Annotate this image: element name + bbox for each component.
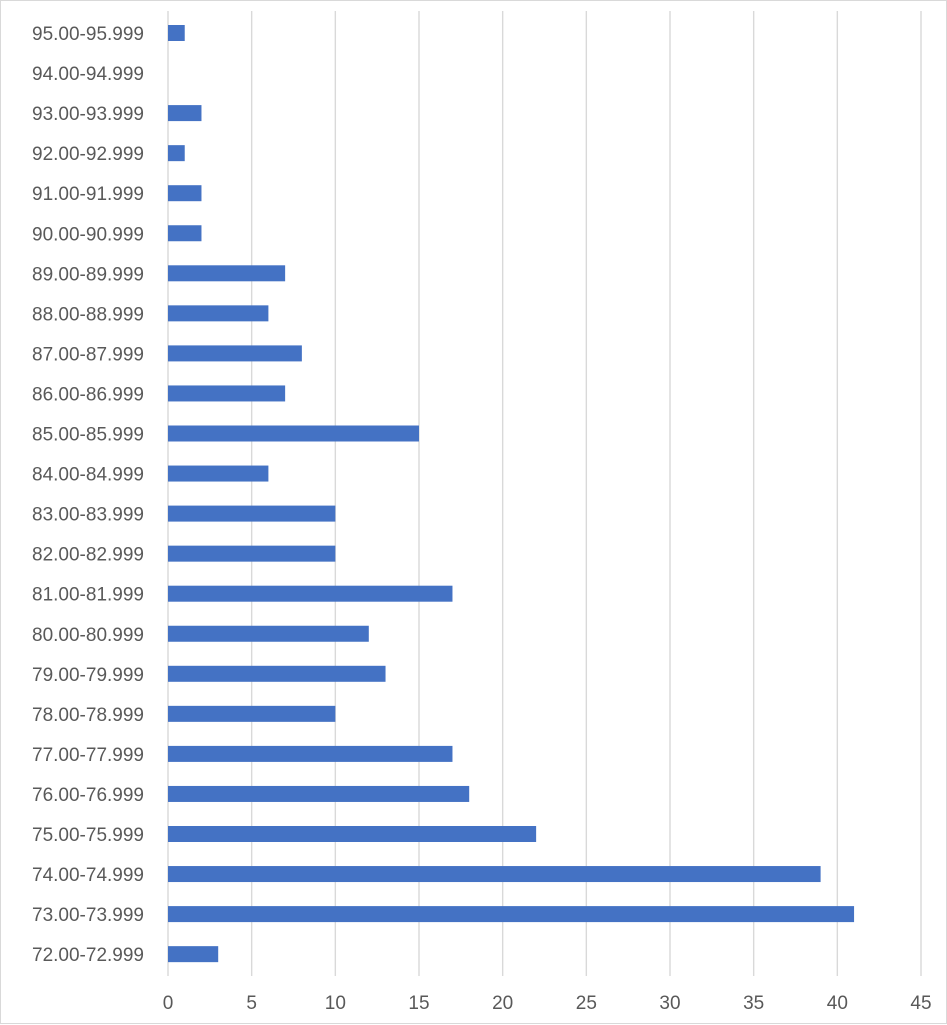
category-label: 89.00-89.999 [32, 264, 144, 285]
bar-92.00-92.999 [168, 145, 185, 162]
bar-75.00-75.999 [168, 826, 537, 842]
category-label: 72.00-72.999 [32, 945, 144, 966]
category-label: 75.00-75.999 [32, 825, 144, 846]
category-label: 93.00-93.999 [32, 104, 144, 125]
x-tick-label: 0 [163, 993, 174, 1014]
bar-93.00-93.999 [168, 105, 202, 122]
value-axis-labels: 0 5 10 15 20 25 30 35 40 45 [163, 993, 932, 1014]
category-label: 79.00-79.999 [32, 665, 144, 686]
category-label: 86.00-86.999 [32, 384, 144, 405]
bars [168, 25, 855, 963]
bar-73.00-73.999 [168, 906, 855, 923]
bar-95.00-95.999 [168, 25, 185, 41]
category-label: 92.00-92.999 [32, 144, 144, 165]
bar-76.00-76.999 [168, 785, 470, 802]
category-label: 83.00-83.999 [32, 505, 144, 526]
bar-87.00-87.999 [168, 345, 302, 362]
bar-83.00-83.999 [168, 505, 336, 522]
category-label: 90.00-90.999 [32, 224, 144, 245]
bar-72.00-72.999 [168, 946, 219, 963]
x-tick-label: 15 [408, 993, 429, 1014]
bar-78.00-78.999 [168, 705, 336, 722]
x-tick-label: 45 [910, 993, 931, 1014]
x-tick-label: 40 [827, 993, 848, 1014]
category-label: 84.00-84.999 [32, 465, 144, 486]
bar-85.00-85.999 [168, 425, 419, 442]
bar-90.00-90.999 [168, 225, 202, 242]
bar-86.00-86.999 [168, 385, 286, 402]
category-label: 82.00-82.999 [32, 545, 144, 566]
category-label: 77.00-77.999 [32, 745, 144, 766]
category-label: 87.00-87.999 [32, 344, 144, 365]
bar-77.00-77.999 [168, 745, 453, 762]
bar-88.00-88.999 [168, 305, 269, 322]
bar-74.00-74.999 [168, 866, 821, 883]
category-label: 91.00-91.999 [32, 184, 144, 205]
x-tick-label: 35 [743, 993, 764, 1014]
category-axis-labels: 72.00-72.999 73.00-73.999 74.00-74.999 75.0… [32, 24, 144, 966]
bar-91.00-91.999 [168, 185, 202, 202]
category-label: 81.00-81.999 [32, 585, 144, 606]
gridlines [167, 11, 922, 976]
category-label: 85.00-85.999 [32, 425, 144, 446]
category-label: 88.00-88.999 [32, 304, 144, 325]
category-label: 73.00-73.999 [32, 905, 144, 926]
x-tick-label: 25 [576, 993, 597, 1014]
bar-89.00-89.999 [168, 265, 286, 282]
category-label: 94.00-94.999 [32, 64, 144, 85]
category-label: 80.00-80.999 [32, 625, 144, 646]
x-tick-label: 20 [492, 993, 513, 1014]
x-tick-label: 30 [659, 993, 680, 1014]
category-label: 76.00-76.999 [32, 785, 144, 806]
bar-80.00-80.999 [168, 625, 369, 642]
category-label: 78.00-78.999 [32, 705, 144, 726]
x-tick-label: 5 [246, 993, 257, 1014]
bar-84.00-84.999 [168, 465, 269, 482]
bar-79.00-79.999 [168, 665, 386, 682]
category-label: 74.00-74.999 [32, 865, 144, 886]
x-tick-label: 10 [325, 993, 346, 1014]
bar-81.00-81.999 [168, 585, 453, 602]
bar-82.00-82.999 [168, 545, 336, 562]
category-label: 95.00-95.999 [32, 24, 144, 45]
